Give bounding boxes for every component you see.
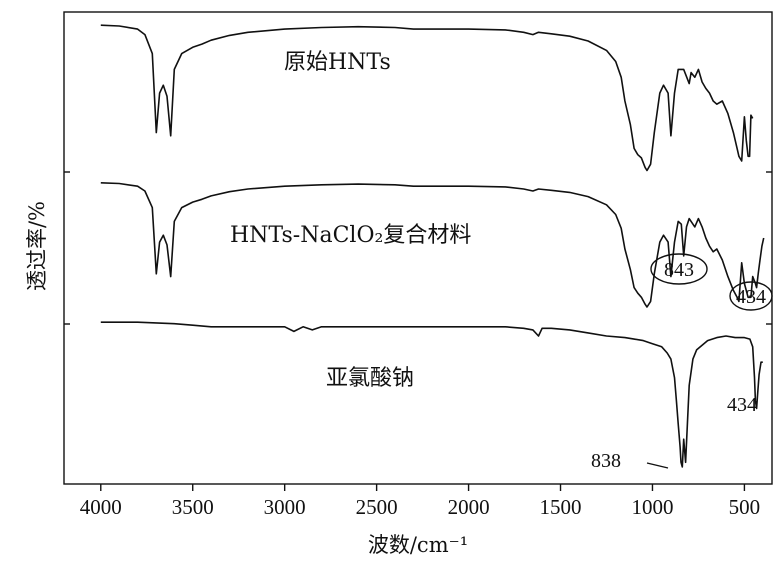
annotation-843: 843 <box>650 253 708 285</box>
y-axis-ticks <box>64 171 772 325</box>
annotation-843-ellipse <box>650 253 708 285</box>
annotation-838-leader <box>646 462 669 469</box>
series-label-hnts-naclo2: HNTs-NaClO₂复合材料 <box>230 223 471 248</box>
x-axis-title: 波数/cm⁻¹ <box>368 533 468 557</box>
plot-frame-rect <box>63 11 773 485</box>
x-tick-label-3000: 3000 <box>264 495 306 519</box>
x-tick-label-2500: 2500 <box>356 495 398 519</box>
annotation-434-upper: 434 <box>729 281 773 311</box>
series-line-raw-hnts <box>100 24 754 172</box>
x-tick-label-3500: 3500 <box>172 495 214 519</box>
series-line-hnts-naclo2 <box>100 182 765 308</box>
plot-frame <box>63 11 773 485</box>
x-tick-label-500: 500 <box>729 495 761 519</box>
x-axis: 4000 3500 3000 2500 2000 1500 1000 500 <box>80 484 760 519</box>
y-axis-title: 透过率/% <box>25 201 49 291</box>
annotation-434-upper-ellipse <box>729 281 773 311</box>
series-label-raw-hnts: 原始HNTs <box>284 50 391 75</box>
series-line-naclo2 <box>100 321 763 468</box>
annotation-434-lower-label: 434 <box>727 394 757 416</box>
series-label-naclo2: 亚氯酸钠 <box>326 366 414 391</box>
x-tick-label-4000: 4000 <box>80 495 122 519</box>
x-tick-label-1000: 1000 <box>631 495 673 519</box>
x-tick-label-1500: 1500 <box>540 495 582 519</box>
annotation-434-upper-label: 434 <box>736 286 766 308</box>
x-tick-label-2000: 2000 <box>448 495 490 519</box>
spectra <box>100 24 765 468</box>
annotation-838: 838 <box>591 450 669 472</box>
annotation-843-label: 843 <box>664 259 694 281</box>
annotation-838-label: 838 <box>591 450 621 472</box>
